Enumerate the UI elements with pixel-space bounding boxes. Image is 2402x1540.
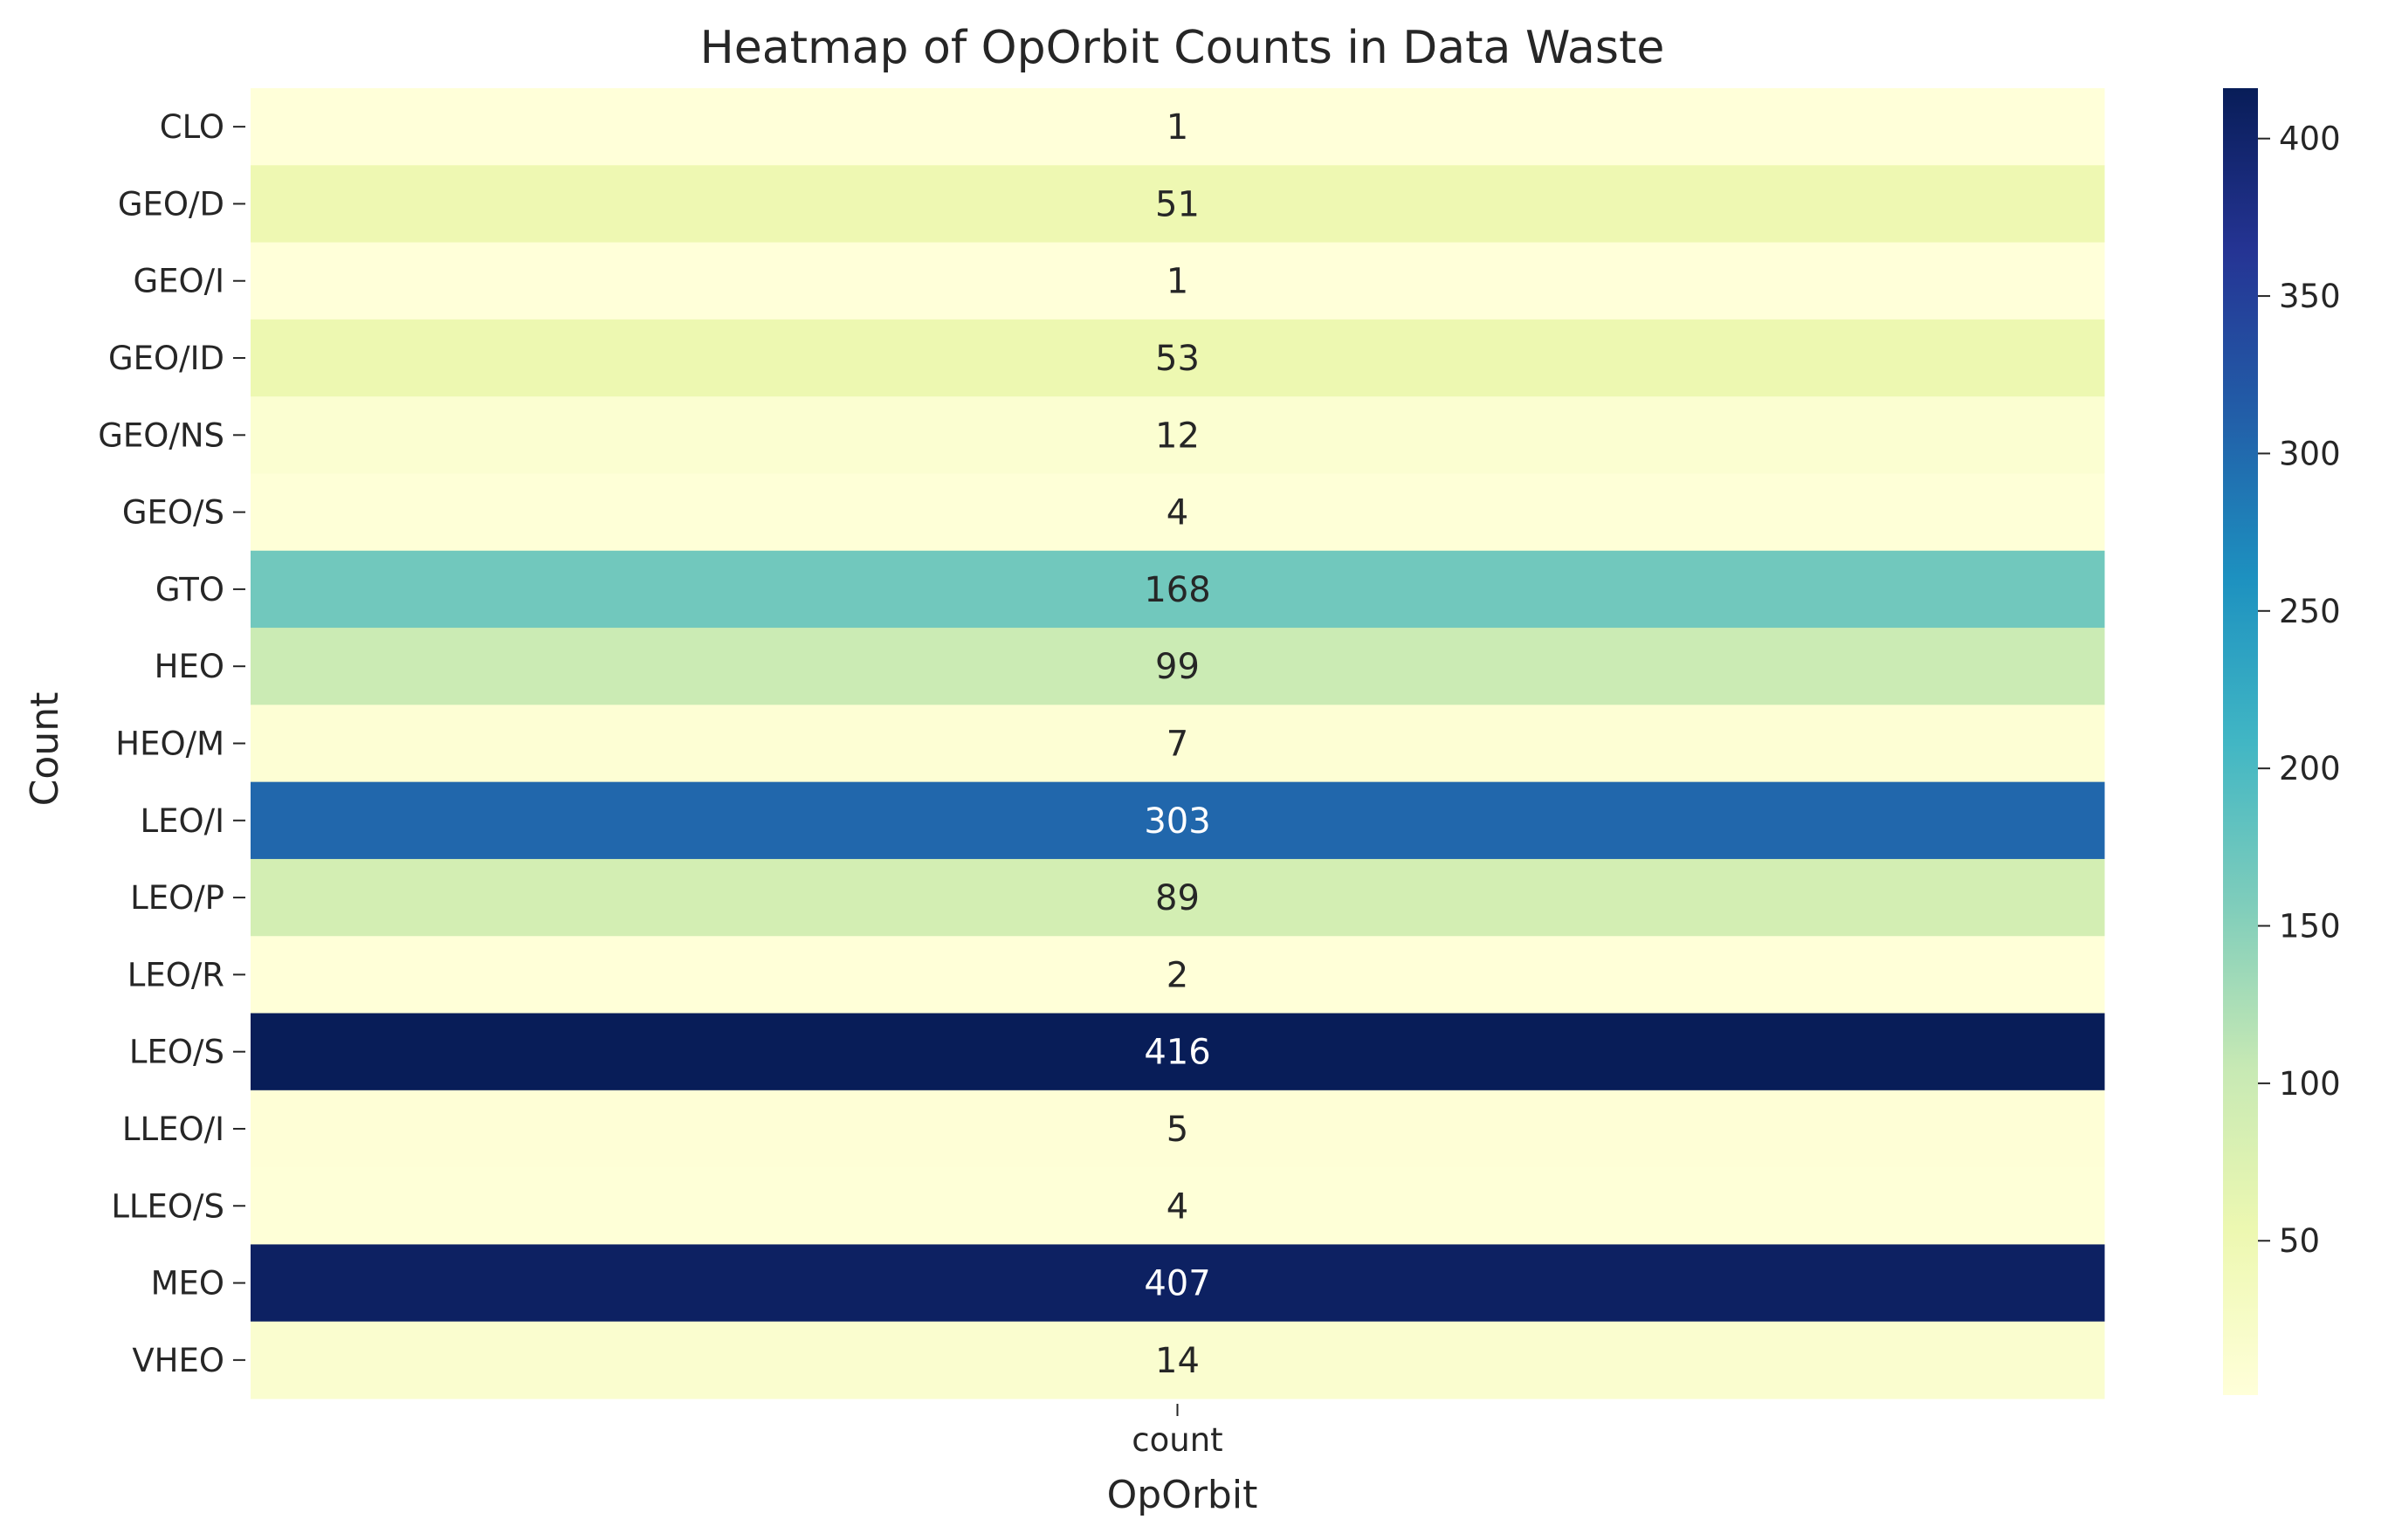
row-tick-label-geo-ns: GEO/NS <box>98 416 224 454</box>
heatmap-cell-leo-s <box>251 1013 2105 1091</box>
heatmap-cell-geo-s <box>251 473 2105 552</box>
cell-value-label-geo-s: 4 <box>1167 493 1188 533</box>
x-axis-label: OpOrbit <box>1107 1473 1258 1517</box>
heatmap-cell-geo-d <box>251 165 2105 244</box>
row-tick-label-leo-i: LEO/I <box>141 802 225 840</box>
cell-value-label-heo: 99 <box>1155 647 1200 687</box>
cell-value-label-vheo: 14 <box>1155 1341 1200 1381</box>
colorbar-tick-label: 250 <box>2279 593 2341 630</box>
row-tick-labels: CLO GEO/D GEO/I GEO/ID GEO/NS GEO/S GTO HEO HEO/… <box>98 108 245 1379</box>
row-tick-label-leo-p: LEO/P <box>130 879 224 917</box>
heatmap-cell-geo-ns <box>251 396 2105 474</box>
cell-value-label-geo-id: 53 <box>1155 339 1200 379</box>
column-tick-labels: count <box>1132 1404 1223 1459</box>
cell-value-label-clo: 1 <box>1167 107 1188 148</box>
cell-value-label-leo-r: 2 <box>1167 955 1188 995</box>
heatmap-cell-geo-id <box>251 319 2105 397</box>
heatmap-cell-lleo-s <box>251 1167 2105 1245</box>
cell-value-label-gto: 168 <box>1144 570 1210 610</box>
colorbar-tick-label: 150 <box>2279 908 2341 945</box>
cell-value-label-geo-d: 51 <box>1155 184 1200 224</box>
colorbar-gradient <box>2223 88 2258 1395</box>
row-tick-label-geo-d: GEO/D <box>118 185 224 223</box>
heatmap-cell-lleo-i <box>251 1090 2105 1168</box>
row-tick-label-leo-r: LEO/R <box>127 956 224 993</box>
heatmap-cell-heo <box>251 628 2105 705</box>
colorbar-tick-label: 400 <box>2279 120 2341 158</box>
cell-value-label-leo-p: 89 <box>1155 878 1200 918</box>
heatmap-cell-gto <box>251 550 2105 629</box>
heatmap-cell-geo-i <box>251 242 2105 320</box>
heatmap-cell-meo <box>251 1244 2105 1323</box>
cell-value-label-geo-ns: 12 <box>1155 416 1200 456</box>
heatmap-cell-leo-i <box>251 781 2105 860</box>
row-tick-label-geo-id: GEO/ID <box>108 340 224 377</box>
row-tick-label-heo-m: HEO/M <box>115 725 224 763</box>
row-tick-label-heo: HEO <box>155 648 224 685</box>
y-axis-label: Count <box>23 692 67 807</box>
heatmap-cell-leo-r <box>251 936 2105 1014</box>
row-tick-label-clo: CLO <box>160 108 224 146</box>
row-tick-label-leo-s: LEO/S <box>129 1034 224 1071</box>
heatmap-cell-clo <box>251 88 2105 166</box>
colorbar-tick-label: 300 <box>2279 435 2341 472</box>
row-tick-label-lleo-s: LLEO/S <box>111 1187 224 1225</box>
row-tick-label-meo: MEO <box>151 1265 224 1303</box>
cell-value-label-leo-s: 416 <box>1144 1033 1210 1073</box>
row-tick-label-gto: GTO <box>155 571 224 608</box>
heatmap-cells: 1 51 1 53 12 4 168 99 7 303 89 2 416 5 4 407 14 <box>251 88 2105 1399</box>
heatmap-cell-vheo <box>251 1321 2105 1399</box>
colorbar: 50 100 150 200 250 300 350 400 <box>2223 88 2341 1395</box>
heatmap-cell-leo-p <box>251 858 2105 937</box>
chart-title: Heatmap of OpOrbit Counts in Data Waste <box>700 22 1665 74</box>
cell-value-label-meo: 407 <box>1144 1264 1210 1304</box>
cell-value-label-lleo-s: 4 <box>1167 1186 1188 1227</box>
colorbar-tick-label: 200 <box>2279 750 2341 787</box>
colorbar-tick-label: 100 <box>2279 1065 2341 1103</box>
row-tick-label-geo-i: GEO/I <box>133 263 224 300</box>
cell-value-label-geo-i: 1 <box>1167 262 1188 302</box>
cell-value-label-lleo-i: 5 <box>1167 1110 1188 1150</box>
colorbar-tick-label: 50 <box>2279 1222 2320 1260</box>
cell-value-label-leo-i: 303 <box>1144 801 1210 842</box>
heatmap-cell-heo-m <box>251 705 2105 783</box>
cell-value-label-heo-m: 7 <box>1167 725 1188 765</box>
colorbar-tick-label: 350 <box>2279 278 2341 315</box>
column-tick-label: count <box>1132 1421 1222 1459</box>
row-tick-label-lleo-i: LLEO/I <box>122 1110 224 1148</box>
row-tick-label-geo-s: GEO/S <box>122 494 224 532</box>
row-tick-label-vheo: VHEO <box>132 1342 224 1379</box>
